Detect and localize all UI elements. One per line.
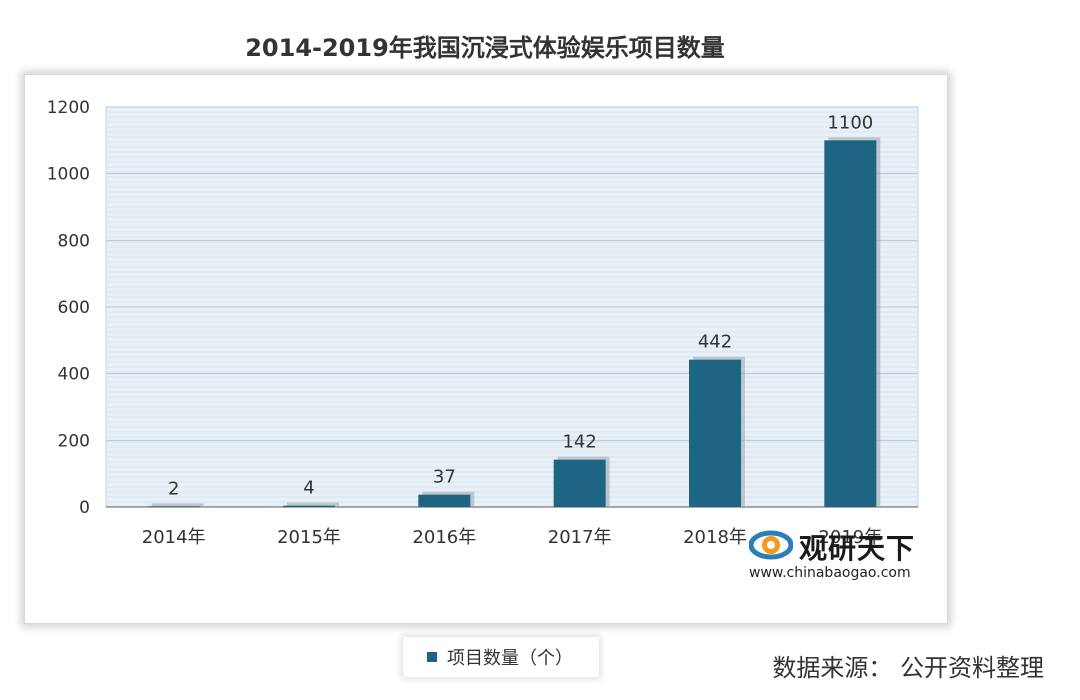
chart-title: 2014-2019年我国沉浸式体验娱乐项目数量 xyxy=(245,34,725,62)
watermark-name: 观研天下 xyxy=(799,532,916,565)
bar-shadow xyxy=(151,503,204,507)
bar xyxy=(824,140,877,507)
chart-panel: 0 200 400 600 800 1000 1200 2 2014年 4 2015年 37 2016年… xyxy=(24,74,949,677)
legend: 项目数量（个） xyxy=(403,637,599,677)
bar xyxy=(553,459,606,507)
watermark-url: www.chinabaogao.com xyxy=(749,565,911,581)
x-tick-label: 2019年 xyxy=(818,527,882,548)
y-tick-label: 600 xyxy=(58,298,90,318)
y-tick-label: 200 xyxy=(58,431,90,451)
y-tick-label: 0 xyxy=(79,498,90,518)
bar-chart: 0 200 400 600 800 1000 1200 2 2014年 4 2015年 37 2016年… xyxy=(47,98,919,548)
x-tick-label: 2017年 xyxy=(548,527,612,548)
legend-swatch xyxy=(427,652,437,662)
y-tick-label: 1200 xyxy=(47,98,90,118)
data-label: 142 xyxy=(562,432,596,453)
watermark: 观研天下 www.chinabaogao.com xyxy=(749,523,949,585)
y-tick-label: 800 xyxy=(58,231,90,251)
y-tick-label: 400 xyxy=(58,365,90,385)
x-tick-label: 2015年 xyxy=(277,527,341,548)
data-label: 37 xyxy=(433,467,456,488)
bar xyxy=(689,359,741,507)
bar xyxy=(283,505,335,507)
data-label: 4 xyxy=(303,478,314,499)
source-note: 数据来源： 公开资料整理 xyxy=(772,654,1044,682)
watermark-logo-icon xyxy=(749,530,793,560)
data-label: 442 xyxy=(698,332,732,353)
x-tick-label: 2016年 xyxy=(412,527,476,548)
data-label: 2 xyxy=(168,478,179,499)
x-tick-label: 2018年 xyxy=(683,527,747,548)
bar xyxy=(147,506,200,507)
y-tick-label: 1000 xyxy=(47,165,90,185)
bar-shadow xyxy=(287,502,339,507)
legend-label: 项目数量（个） xyxy=(447,648,573,669)
data-label: 1100 xyxy=(827,112,873,133)
bar xyxy=(418,494,471,507)
x-tick-label: 2014年 xyxy=(142,527,206,548)
